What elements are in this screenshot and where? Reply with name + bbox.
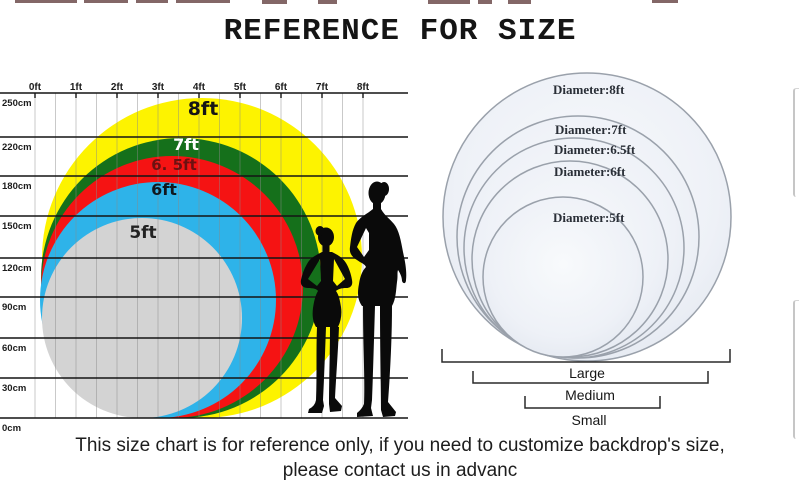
cropped-text-fragment [136,0,168,3]
cropped-text-fragment [84,0,128,3]
disc-labels: Diameter:8ft Diameter:7ft Diameter:6.5ft… [553,82,636,225]
y-axis-label: 120cm [2,263,32,274]
circle-label-8ft: 8ft [188,98,219,120]
cropped-text-fragment [652,0,678,3]
bracket-medium [472,371,709,384]
circle-label-7ft: 7ft [173,135,199,154]
y-axis-labels: 250cm 220cm 180cm 150cm 120cm 90cm 60cm … [2,98,32,434]
x-axis-label: 5ft [234,82,247,93]
circle-label-5ft: 5ft [129,223,156,243]
y-axis-label: 250cm [2,98,32,109]
page-title: REFERENCE FOR SIZE [223,14,577,49]
woman-silhouette [349,181,407,417]
disc-label-6ft: Diameter:6ft [554,164,626,179]
size-group-labels: Large Medium Small [565,365,615,428]
size-brackets [441,349,731,409]
size-group-small: Small [571,412,606,428]
cropped-text-fragment [508,0,531,4]
x-axis-label: 0ft [29,82,42,93]
y-axis-label: 0cm [2,423,21,434]
footer-note-line1: This size chart is for reference only, i… [75,435,725,456]
cropped-text-fragment [428,0,470,4]
x-axis-label: 8ft [357,82,370,93]
disc-label-6-5ft: Diameter:6.5ft [554,142,636,157]
cropped-text-fragment [176,0,230,3]
left-size-grid: 0ft 1ft 2ft 3ft 4ft 5ft 6ft 7ft 8ft 250c… [0,82,408,434]
bracket-small [524,396,661,409]
y-axis-label: 150cm [2,221,32,232]
x-axis-label: 4ft [193,82,206,93]
x-axis-label: 7ft [316,82,329,93]
child-silhouette [300,226,353,413]
cropped-text-fragment [262,0,287,4]
size-group-medium: Medium [565,387,615,403]
disc-label-5ft: Diameter:5ft [553,210,625,225]
disc-label-7ft: Diameter:7ft [555,122,627,137]
disc-5ft [482,196,644,358]
footer-note: This size chart is for reference only, i… [0,433,800,483]
right-size-panel: Diameter:8ft Diameter:7ft Diameter:6.5ft… [441,72,732,428]
x-axis-label: 6ft [275,82,288,93]
x-axis-labels: 0ft 1ft 2ft 3ft 4ft 5ft 6ft 7ft 8ft [29,82,370,93]
size-group-large: Large [569,365,605,381]
bracket-large [441,349,731,363]
x-axis-label: 3ft [152,82,165,93]
x-axis-label: 2ft [111,82,124,93]
ft-tick-marks [34,93,364,98]
cropped-text-fragment [15,0,77,3]
y-axis-label: 220cm [2,142,32,153]
adjacent-image-edge [793,300,799,439]
y-axis-label: 90cm [2,302,26,313]
y-axis-label: 60cm [2,343,26,354]
y-axis-label: 180cm [2,181,32,192]
circle-labels: 8ft 7ft 6. 5ft 6ft 5ft [129,98,218,243]
x-axis-label: 1ft [70,82,83,93]
disc-label-8ft: Diameter:8ft [553,82,625,97]
circle-label-6-5ft: 6. 5ft [151,156,197,174]
circle-label-6ft: 6ft [151,180,177,199]
cropped-text-fragment [478,0,492,4]
adjacent-image-edge [793,88,799,197]
footer-note-line2: please contact us in advanc [282,460,518,481]
backdrop-discs [442,72,732,362]
size-circle-5ft [42,218,242,418]
y-axis-label: 30cm [2,383,26,394]
cropped-text-fragment [318,0,337,4]
